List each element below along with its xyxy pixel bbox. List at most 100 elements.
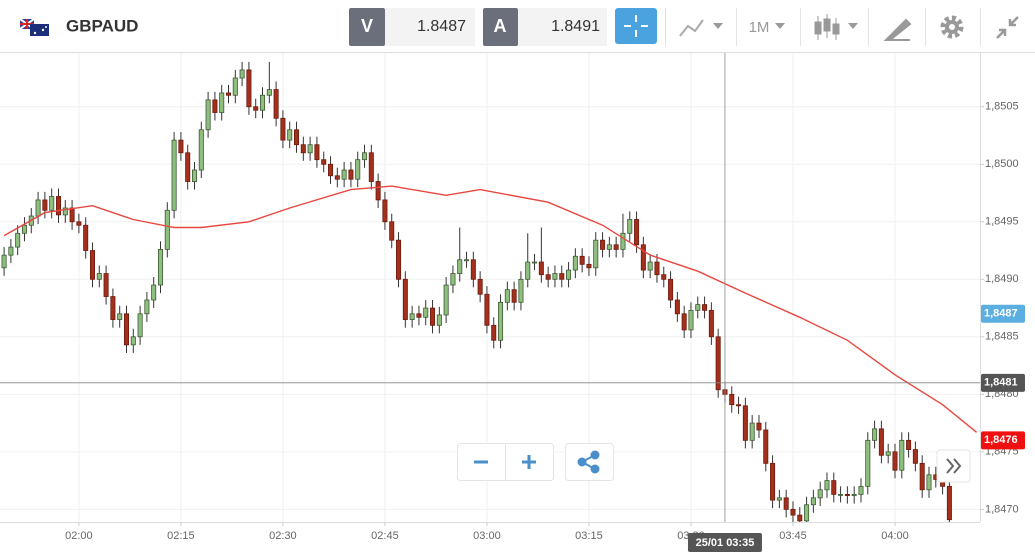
candle-body: [382, 199, 388, 223]
price-tag: [981, 431, 1025, 450]
price-tag-label: 1,8487: [984, 308, 1018, 320]
candle-body: [76, 221, 82, 226]
candle-body: [49, 196, 55, 211]
x-tick-label: 03:00: [473, 530, 501, 542]
price-tag-label: 1,8476: [984, 434, 1018, 446]
candle-body: [790, 508, 796, 516]
candle-body: [572, 255, 578, 271]
scroll-right-icon: [946, 458, 962, 474]
candle-body: [878, 428, 884, 456]
candle-body: [225, 92, 232, 96]
candle-body: [362, 152, 368, 161]
candle-body: [838, 493, 844, 496]
candle-body: [865, 439, 871, 487]
candle-body: [436, 314, 442, 326]
candle-body: [579, 255, 585, 265]
candle-body: [640, 244, 646, 271]
bid-label: V: [361, 16, 373, 36]
collapse-button[interactable]: [996, 16, 1019, 39]
candle-body: [130, 336, 136, 346]
x-tick-label: 03:15: [575, 530, 603, 542]
candle-body: [212, 99, 218, 113]
candle-body: [151, 284, 157, 301]
crosshair-x-label: 25/01 03:35: [696, 537, 755, 549]
candle-body: [266, 89, 272, 96]
candle-body: [430, 307, 436, 326]
candle-body: [586, 263, 592, 269]
timeframe-caret: [775, 23, 785, 29]
bid-price: 1.8487: [417, 18, 466, 35]
bid-button[interactable]: [349, 8, 385, 46]
moving-average: [3, 185, 978, 433]
candle-body: [715, 336, 721, 391]
candle-body: [321, 159, 327, 165]
candle-body: [593, 239, 599, 269]
candle-body: [844, 493, 850, 496]
candle-body: [742, 405, 748, 441]
ask-price: 1.8491: [551, 18, 600, 35]
candle-body: [157, 248, 164, 286]
chart-type-button[interactable]: [679, 19, 723, 37]
candle-body: [491, 324, 497, 341]
candle-body: [538, 261, 544, 276]
candle-style-button[interactable]: [814, 14, 858, 40]
candle-body: [402, 278, 408, 320]
candle-body: [906, 439, 912, 450]
candle-body: [600, 239, 606, 250]
candle-body: [191, 169, 198, 182]
axes: 1,84701,84751,84801,84851,84901,84951,85…: [65, 101, 1019, 542]
candle-body: [287, 129, 293, 141]
crosshair-icon: [624, 15, 648, 37]
candle-body: [776, 497, 782, 501]
candle-body: [21, 224, 27, 234]
y-tick-label: 1,8490: [985, 273, 1019, 285]
share-button[interactable]: [565, 443, 614, 481]
candle-body: [8, 246, 14, 256]
candle-body: [457, 259, 463, 274]
candle-body: [300, 144, 306, 154]
y-tick-label: 1,8470: [985, 503, 1019, 515]
timeframe[interactable]: 1M: [749, 19, 770, 36]
candle-body: [443, 284, 449, 316]
candle-body: [171, 139, 177, 211]
candle-body: [504, 289, 510, 303]
settings-button[interactable]: [940, 15, 964, 39]
candle-body: [498, 301, 504, 341]
candle-body: [198, 129, 204, 171]
draw-tool-button[interactable]: [883, 18, 912, 41]
candle-body: [681, 313, 687, 331]
y-tick-label: 1,8485: [985, 331, 1019, 343]
candle-body: [253, 106, 259, 111]
candle-body: [817, 489, 823, 499]
candle-body: [566, 269, 572, 280]
candle-body: [885, 451, 891, 456]
candle-body: [634, 219, 640, 246]
x-tick-label: 02:15: [167, 530, 195, 542]
candle-body: [810, 497, 816, 506]
ask-label: A: [494, 16, 507, 36]
candle-body: [831, 480, 837, 495]
candle-body: [477, 278, 483, 295]
crosshair-button[interactable]: [615, 8, 657, 44]
candle-body: [219, 92, 225, 113]
x-tick-label: 03:45: [779, 530, 807, 542]
candle-body: [164, 209, 170, 250]
candle-body: [763, 429, 769, 464]
candle-body: [328, 163, 334, 177]
candle-body: [409, 313, 415, 320]
candle-body: [368, 152, 374, 182]
candle-body: [872, 428, 878, 441]
zoom-in[interactable]: [522, 455, 536, 469]
candle-body: [389, 221, 395, 241]
grid: [0, 53, 980, 522]
candle-body: [858, 485, 864, 495]
x-tick-label: 02:45: [371, 530, 399, 542]
y-tick-label: 1,8500: [985, 158, 1019, 170]
candle-body: [661, 274, 667, 280]
share-icon: [577, 450, 600, 474]
ask-button[interactable]: [483, 8, 518, 46]
candle-body: [341, 169, 347, 180]
candle-body: [83, 224, 89, 251]
candle-body: [532, 261, 538, 264]
